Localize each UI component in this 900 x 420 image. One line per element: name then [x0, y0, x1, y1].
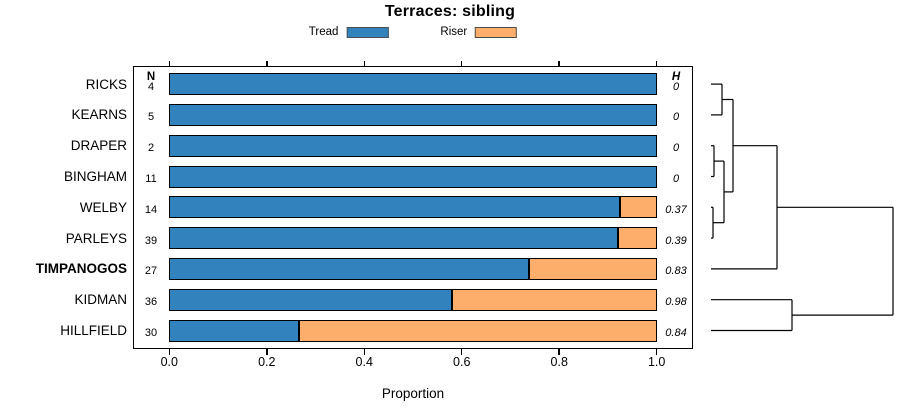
stacked-bar — [169, 73, 657, 96]
axis-tick-label: 1.0 — [647, 355, 666, 369]
n-value: 36 — [144, 296, 158, 309]
axis-tick-bottom — [168, 349, 171, 355]
stacked-bar — [169, 288, 657, 311]
axis-tick-label: 0.8 — [550, 355, 568, 369]
legend-item: Riser — [440, 26, 518, 38]
riser-segment — [621, 197, 656, 218]
stacked-bar — [169, 319, 657, 342]
axis-tick-label: 0.4 — [355, 355, 373, 369]
n-value: 11 — [145, 173, 157, 185]
row-label: TIMPANOGOS — [35, 261, 127, 277]
axis-tick-bottom — [460, 349, 463, 355]
axis-tick-bottom — [363, 349, 365, 355]
chart-title: Terraces: sibling — [384, 3, 516, 20]
axis-tick-top — [168, 60, 171, 66]
h-value: 0.98 — [665, 296, 687, 309]
axis-tick-top — [460, 60, 463, 66]
axis-tick-bottom — [655, 349, 658, 355]
row-label: PARLEYS — [65, 230, 127, 246]
axis-tick-bottom — [558, 349, 560, 355]
stacked-bar — [169, 134, 657, 157]
axis-tick-top — [266, 60, 268, 66]
tread-segment — [170, 74, 656, 95]
legend-item: Tread — [309, 26, 389, 38]
h-value: 0.84 — [665, 327, 687, 339]
h-value: 0 — [672, 111, 680, 124]
legend-swatch-riser — [475, 26, 518, 38]
axis-tick-top — [558, 60, 560, 66]
row-label: KEARNS — [71, 107, 127, 123]
n-value: 4 — [147, 80, 155, 93]
h-value: 0.39 — [665, 234, 687, 247]
x-axis-title: Proportion — [381, 386, 445, 401]
h-value: 0.83 — [665, 265, 687, 278]
tread-segment — [170, 228, 619, 249]
axis-tick-bottom — [266, 349, 268, 355]
axis-tick-top — [655, 60, 658, 66]
stacked-bar — [169, 257, 657, 280]
h-value: 0 — [672, 173, 680, 185]
stacked-bar — [169, 103, 657, 126]
n-column-header: N — [146, 71, 156, 83]
riser-segment — [453, 289, 656, 310]
axis-tick-top — [363, 60, 365, 66]
legend-swatch-tread — [346, 26, 389, 38]
n-value: 27 — [144, 265, 158, 278]
row-label: RICKS — [85, 76, 127, 92]
riser-segment — [618, 228, 656, 249]
h-value: 0 — [672, 142, 680, 155]
n-value: 14 — [144, 203, 158, 216]
legend: Tread Riser — [309, 26, 518, 38]
axis-tick-label: 0.0 — [160, 355, 178, 369]
h-value: 0 — [672, 80, 680, 93]
h-column-header: H — [671, 71, 681, 83]
n-value: 39 — [144, 234, 158, 247]
riser-segment — [530, 258, 656, 279]
legend-item-label: Tread — [308, 26, 339, 38]
axis-tick-label: 0.2 — [258, 355, 276, 369]
row-label: DRAPER — [70, 138, 127, 154]
riser-segment — [299, 320, 656, 341]
tread-segment — [170, 197, 622, 218]
n-value: 30 — [144, 327, 158, 339]
stacked-bar — [169, 165, 657, 188]
tread-segment — [170, 135, 656, 156]
n-value: 2 — [147, 142, 155, 155]
tread-segment — [170, 320, 300, 341]
row-label: KIDMAN — [74, 292, 127, 308]
row-label: BINGHAM — [63, 169, 127, 184]
tread-segment — [170, 258, 531, 279]
tread-segment — [170, 104, 656, 125]
stacked-bar — [169, 196, 657, 219]
axis-tick-label: 0.6 — [453, 355, 471, 369]
n-value: 5 — [147, 111, 155, 124]
legend-item-label: Riser — [440, 26, 468, 38]
row-label: HILLFIELD — [60, 323, 127, 338]
tread-segment — [170, 289, 454, 310]
stacked-bar — [169, 227, 657, 250]
row-label: WELBY — [79, 199, 127, 215]
tread-segment — [170, 166, 656, 187]
h-value: 0.37 — [665, 203, 687, 216]
